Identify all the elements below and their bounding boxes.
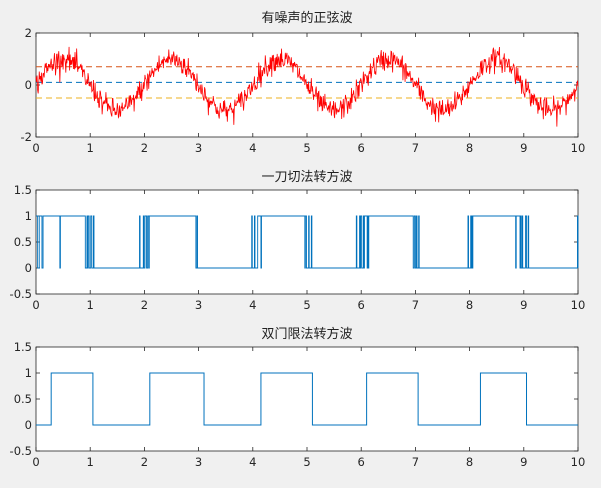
- y-tick-label: -2: [21, 130, 32, 144]
- x-tick-label: 1: [87, 141, 94, 155]
- x-tick-label: 7: [412, 455, 419, 469]
- y-tick-label: 1.5: [14, 183, 32, 197]
- y-tick-label: 0: [25, 418, 32, 432]
- y-tick-label: 0: [25, 78, 32, 92]
- y-tick-label: -0.5: [10, 287, 32, 301]
- x-tick-label: 10: [571, 298, 586, 312]
- x-tick-label: 6: [358, 298, 365, 312]
- x-tick-label: 2: [141, 455, 148, 469]
- x-tick-label: 0: [32, 141, 39, 155]
- x-tick-label: 0: [32, 298, 39, 312]
- x-tick-label: 3: [195, 141, 202, 155]
- x-tick-label: 0: [32, 455, 39, 469]
- x-tick-label: 3: [195, 455, 202, 469]
- x-axis: 0 1 2 3 4 5 6 7 8 9 10: [32, 190, 585, 312]
- y-tick-label: -0.5: [10, 444, 32, 458]
- y-tick-label: 0: [25, 261, 32, 275]
- x-tick-label: 2: [141, 298, 148, 312]
- y-tick-label: 2: [25, 26, 32, 40]
- x-tick-label: 1: [87, 455, 94, 469]
- x-tick-label: 10: [571, 141, 586, 155]
- dual-threshold-square-series: [36, 372, 578, 426]
- y-tick-label: 0.5: [14, 235, 32, 249]
- single-threshold-square-series: [36, 215, 579, 269]
- x-tick-label: 5: [303, 141, 310, 155]
- x-tick-label: 3: [195, 298, 202, 312]
- x-axis: 0 1 2 3 4 5 6 7 8 9 10: [32, 33, 585, 155]
- x-axis: 0 1 2 3 4 5 6 7 8 9 10: [32, 347, 585, 469]
- x-tick-label: 7: [412, 141, 419, 155]
- dual-threshold-panel: 双门限法转方波 -0.500.511.5 0 1 2 3 4 5 6 7 8 9 10: [10, 326, 586, 469]
- x-tick-label: 9: [520, 298, 527, 312]
- y-tick-label: 1: [25, 366, 32, 380]
- y-tick-label: 1.5: [14, 340, 32, 354]
- x-tick-label: 5: [303, 298, 310, 312]
- x-tick-label: 9: [520, 455, 527, 469]
- x-tick-label: 6: [358, 141, 365, 155]
- y-axis: -0.5 0 0.5 1 1.5: [10, 340, 578, 458]
- x-tick-label: 7: [412, 298, 419, 312]
- chart-title: 一刀切法转方波: [261, 169, 352, 185]
- plot-area: [35, 32, 579, 138]
- chart-title: 有噪声的正弦波: [261, 10, 352, 26]
- y-axis: -2 0 2: [21, 26, 578, 144]
- noisy-sine-panel: 有噪声的正弦波 -202 0 1 2 3 4 5 6 7 8 9 10: [21, 10, 586, 155]
- x-tick-label: 5: [303, 455, 310, 469]
- plot-area: [35, 189, 579, 295]
- x-tick-label: 8: [466, 298, 473, 312]
- x-tick-label: 4: [249, 298, 256, 312]
- y-tick-label: 1: [25, 209, 32, 223]
- x-tick-label: 2: [141, 141, 148, 155]
- x-tick-label: 9: [520, 141, 527, 155]
- x-tick-label: 6: [358, 455, 365, 469]
- x-tick-label: 4: [249, 141, 256, 155]
- y-tick-label: 0.5: [14, 392, 32, 406]
- y-axis: -0.5 0 0.5 1 1.5: [10, 183, 578, 301]
- plot-area: [35, 346, 579, 452]
- x-tick-label: 1: [87, 298, 94, 312]
- x-tick-label: 4: [249, 455, 256, 469]
- noisy-sine-series: [35, 46, 579, 127]
- single-threshold-panel: 一刀切法转方波 -0.500.511.5 0 1 2 3 4 5 6 7 8 9 10: [10, 169, 586, 312]
- chart-title: 双门限法转方波: [261, 326, 352, 342]
- x-tick-label: 8: [466, 455, 473, 469]
- x-tick-label: 10: [571, 455, 586, 469]
- x-tick-label: 8: [466, 141, 473, 155]
